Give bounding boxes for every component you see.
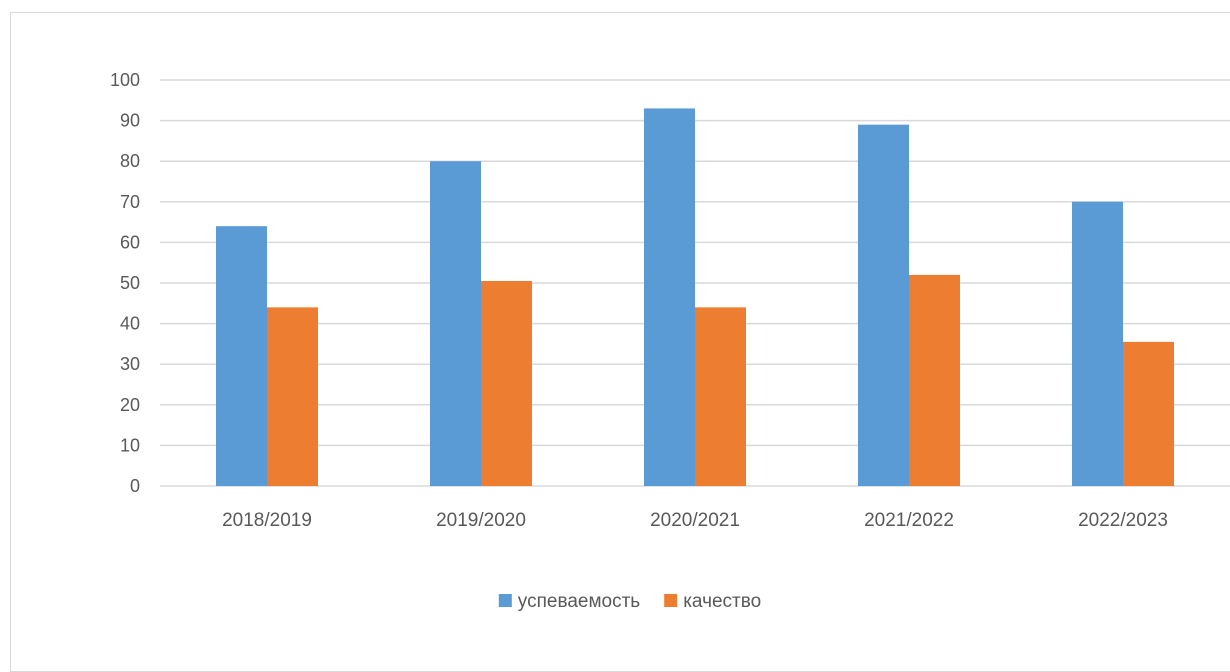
legend: успеваемость качество bbox=[498, 591, 761, 612]
legend-label: успеваемость bbox=[518, 591, 640, 612]
x-category-label: 2022/2023 bbox=[1078, 510, 1168, 531]
y-tick-label: 30 bbox=[120, 354, 140, 374]
bars bbox=[216, 108, 1174, 487]
x-category-label: 2020/2021 bbox=[650, 510, 740, 531]
bar-kachestvo bbox=[909, 274, 960, 486]
y-tick-label: 50 bbox=[120, 273, 140, 293]
chart-frame bbox=[10, 12, 1230, 672]
y-tick-label: 0 bbox=[130, 476, 140, 496]
legend-swatch bbox=[498, 594, 512, 607]
bar-uspevaemost bbox=[216, 226, 267, 486]
y-tick-label: 90 bbox=[120, 111, 140, 131]
bar-kachestvo bbox=[695, 307, 746, 486]
y-tick-label: 10 bbox=[120, 435, 140, 455]
legend-swatch bbox=[664, 594, 678, 607]
y-tick-label: 100 bbox=[110, 70, 140, 90]
legend-label: качество bbox=[683, 591, 761, 612]
y-tick-label: 80 bbox=[120, 151, 140, 171]
bar-uspevaemost bbox=[430, 161, 481, 486]
bar-kachestvo bbox=[1123, 341, 1174, 486]
y-tick-label: 60 bbox=[120, 232, 140, 252]
bar-kachestvo bbox=[481, 280, 532, 486]
y-tick-label: 70 bbox=[120, 192, 140, 212]
y-tick-label: 20 bbox=[120, 395, 140, 415]
bar-uspevaemost bbox=[858, 124, 909, 486]
bar-uspevaemost bbox=[1072, 201, 1123, 487]
x-axis-category-labels: 2018/2019 2019/2020 2020/2021 2021/2022 2022… bbox=[222, 510, 1168, 531]
y-axis-tick-labels: 0 10 20 30 40 50 60 70 80 90 100 bbox=[110, 70, 140, 496]
x-category-label: 2018/2019 bbox=[222, 510, 312, 531]
x-category-label: 2021/2022 bbox=[864, 510, 954, 531]
bar-kachestvo bbox=[267, 307, 318, 486]
y-tick-label: 40 bbox=[120, 314, 140, 334]
bar-uspevaemost bbox=[644, 108, 695, 487]
x-category-label: 2019/2020 bbox=[436, 510, 526, 531]
